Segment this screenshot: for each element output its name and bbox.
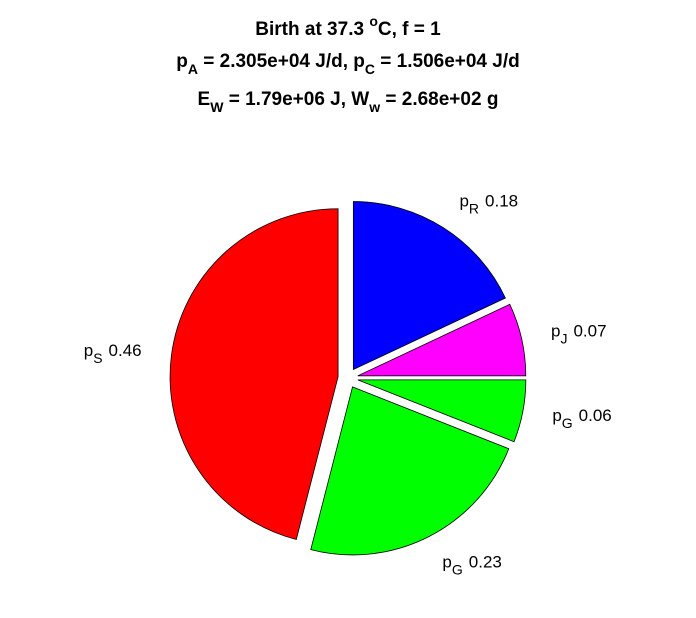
pie-slice xyxy=(310,386,510,556)
pie-slice xyxy=(357,379,527,443)
label-value: 0.46 xyxy=(109,341,142,360)
title-part: C xyxy=(365,61,375,77)
label-value: 0.23 xyxy=(469,553,502,572)
title-part: w xyxy=(368,99,380,115)
chart-title: Birth at 37.3 oC, f = 1 xyxy=(255,13,441,40)
chart-title: EW = 1.79e+06 J, Ww = 2.68e+02 g xyxy=(198,89,499,115)
title-part: = 2.68e+02 g xyxy=(380,89,498,110)
label-sub: J xyxy=(560,330,567,346)
label-name: p xyxy=(84,341,93,360)
label-sub: G xyxy=(452,561,463,577)
label-name: p xyxy=(459,192,468,211)
label-name: p xyxy=(551,322,560,341)
label-value: 0.18 xyxy=(485,192,518,211)
title-part: p xyxy=(176,51,188,72)
label-name: p xyxy=(442,553,451,572)
pie-slice xyxy=(352,201,506,371)
title-part: E xyxy=(198,89,211,110)
chart-title: pA = 2.305e+04 J/d, pC = 1.506e+04 J/d xyxy=(176,51,519,77)
label-sub: R xyxy=(469,200,479,216)
title-part: A xyxy=(188,61,198,77)
slice-label: pG 0.06 xyxy=(552,406,611,430)
label-value: 0.06 xyxy=(579,406,612,425)
slice-label: pR 0.18 xyxy=(459,192,518,216)
pie-slice xyxy=(357,303,527,377)
title-part: C, f = 1 xyxy=(378,19,441,40)
title-part: W xyxy=(210,99,224,115)
pie-slice xyxy=(169,208,339,540)
title-part: = 1.79e+06 J, W xyxy=(223,89,369,110)
slice-label: pG 0.23 xyxy=(442,553,501,577)
slice-label: pS 0.46 xyxy=(84,341,142,365)
title-part: = 2.305e+04 J/d, p xyxy=(198,51,365,72)
title-part: Birth at 37.3 xyxy=(255,19,369,40)
title-part: o xyxy=(369,13,378,29)
slice-label: pJ 0.07 xyxy=(551,322,607,346)
title-part: = 1.506e+04 J/d xyxy=(375,51,520,72)
label-sub: G xyxy=(562,415,573,431)
label-sub: S xyxy=(93,350,102,366)
label-name: p xyxy=(552,406,561,425)
label-value: 0.07 xyxy=(573,322,606,341)
